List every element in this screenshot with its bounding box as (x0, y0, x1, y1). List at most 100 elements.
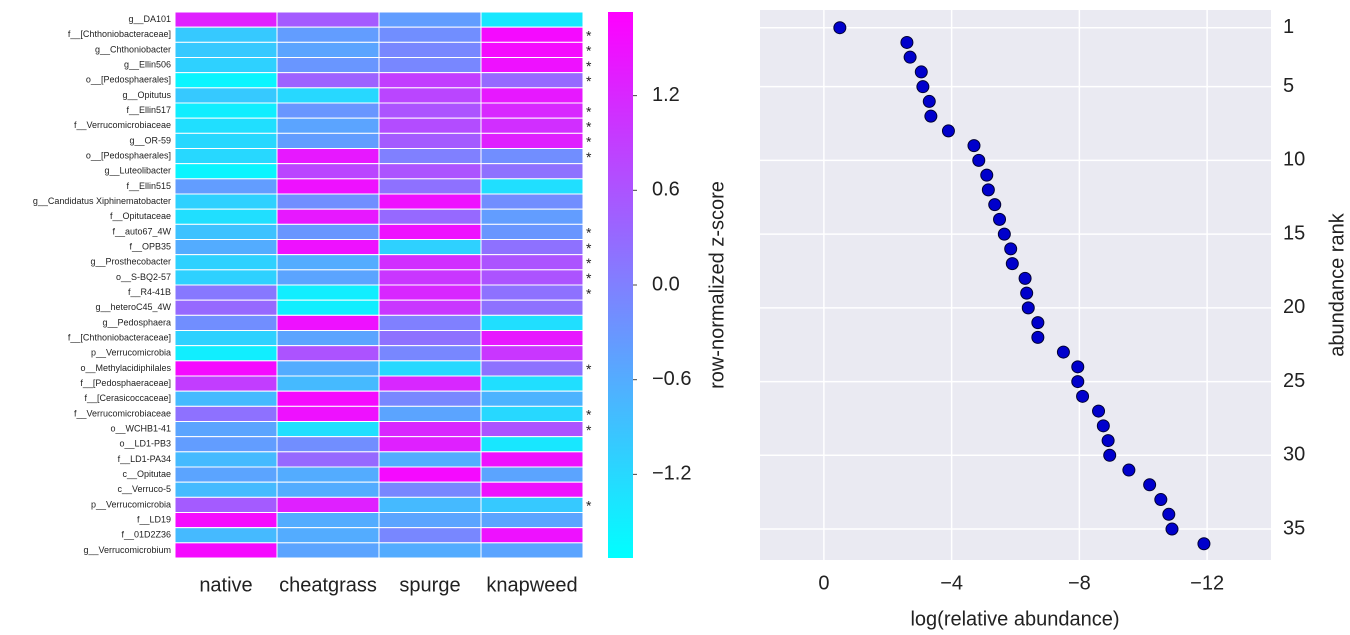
heat-cell (276, 360, 380, 377)
heat-cell (480, 239, 584, 256)
point (1092, 404, 1106, 418)
column-label: cheatgrass (279, 574, 377, 596)
heat-cell (174, 72, 278, 89)
row-label: g__Chthoniobacter (95, 44, 171, 54)
point (1197, 537, 1211, 551)
heat-cell (480, 360, 584, 377)
heat-cell (378, 178, 482, 195)
row-label: f__Ellin517 (126, 105, 171, 115)
heat-cell (276, 421, 380, 438)
heat-cell (480, 421, 584, 438)
row-label: g__DA101 (128, 14, 171, 24)
heat-cell (174, 102, 278, 119)
heat-cell (174, 163, 278, 180)
heat-cell (276, 466, 380, 483)
heat-cell (378, 11, 482, 28)
significance-star: * (586, 27, 592, 43)
heat-cell (276, 148, 380, 165)
point (981, 183, 995, 197)
heat-cell (480, 11, 584, 28)
heat-cell (480, 132, 584, 149)
x-tick-label: −8 (1068, 572, 1091, 594)
row-label: f__[Cerasicoccaceae] (84, 393, 171, 403)
heat-cell (174, 527, 278, 544)
y-tick-label: 25 (1283, 370, 1305, 392)
row-label: g__Opitutus (122, 90, 171, 100)
colorbar-tick-label: −0.6 (652, 368, 691, 390)
heat-cell (480, 102, 584, 119)
x-tick-label: −4 (940, 572, 963, 594)
significance-star: * (586, 285, 592, 301)
row-label: g__OR-59 (129, 135, 171, 145)
heat-cell (174, 223, 278, 240)
heat-cell (378, 87, 482, 104)
heat-cell (276, 390, 380, 407)
x-tick-label: −12 (1190, 572, 1224, 594)
heat-cell (276, 132, 380, 149)
colorbar (608, 12, 633, 558)
heat-cell (378, 26, 482, 43)
heat-cell (174, 193, 278, 210)
significance-star: * (586, 361, 592, 377)
heat-cell (174, 451, 278, 468)
heat-cell (480, 223, 584, 240)
heat-cell (378, 436, 482, 453)
colorbar-tick-label: 1.2 (652, 84, 680, 106)
heat-cell (276, 284, 380, 301)
heat-cell (378, 284, 482, 301)
row-label: g__Prosthecobacter (90, 257, 171, 267)
point (1031, 316, 1045, 330)
y-tick-label: 5 (1283, 75, 1294, 97)
point (1005, 257, 1019, 271)
heat-cell (174, 360, 278, 377)
heat-cell (480, 466, 584, 483)
heat-cell (174, 496, 278, 514)
heat-cell (276, 299, 380, 316)
point (916, 80, 930, 94)
row-label: p__Verrucomicrobia (91, 348, 171, 358)
row-label: o__LD1-PB3 (119, 439, 171, 449)
heat-cell (276, 436, 380, 453)
row-label: o__WCHB1-41 (110, 423, 171, 433)
significance-star: * (586, 225, 592, 241)
heat-cell (480, 451, 584, 468)
point (1076, 389, 1090, 403)
point (924, 109, 938, 123)
x-tick-label: 0 (818, 572, 829, 594)
heat-cell (378, 390, 482, 407)
point (997, 227, 1011, 241)
heat-cell (378, 72, 482, 89)
point (922, 94, 936, 108)
heat-cell (276, 542, 380, 559)
heat-cell (174, 421, 278, 438)
heat-cell (174, 208, 278, 225)
heat-cell (378, 254, 482, 271)
colorbar-tick-label: −1.2 (652, 463, 691, 485)
significance-star: * (586, 240, 592, 256)
heat-cell (378, 102, 482, 119)
heat-cell (378, 451, 482, 468)
heat-cell (174, 314, 278, 332)
heat-cell (480, 375, 584, 392)
row-label: g__heteroC45_4W (95, 302, 171, 312)
x-axis-label: log(relative abundance) (910, 608, 1119, 630)
point (1018, 271, 1032, 285)
heat-cell (480, 299, 584, 316)
point (972, 153, 986, 167)
heat-cell (174, 512, 278, 529)
heat-cell (480, 436, 584, 453)
heat-cell (378, 330, 482, 347)
point (1122, 463, 1136, 477)
heat-cell (480, 496, 584, 514)
row-label: p__Verrucomicrobia (91, 499, 171, 509)
row-label: f__Ellin515 (126, 181, 171, 191)
row-label: o__[Pedosphaerales] (86, 150, 171, 160)
row-label: g__Pedosphaera (102, 317, 171, 327)
heat-cell (480, 345, 584, 362)
heat-cell (378, 405, 482, 423)
heat-cell (378, 345, 482, 362)
row-label: f__Verrucomicrobiaceae (74, 120, 171, 130)
heat-cell (480, 481, 584, 498)
heat-cell (174, 239, 278, 256)
point (1031, 330, 1045, 344)
